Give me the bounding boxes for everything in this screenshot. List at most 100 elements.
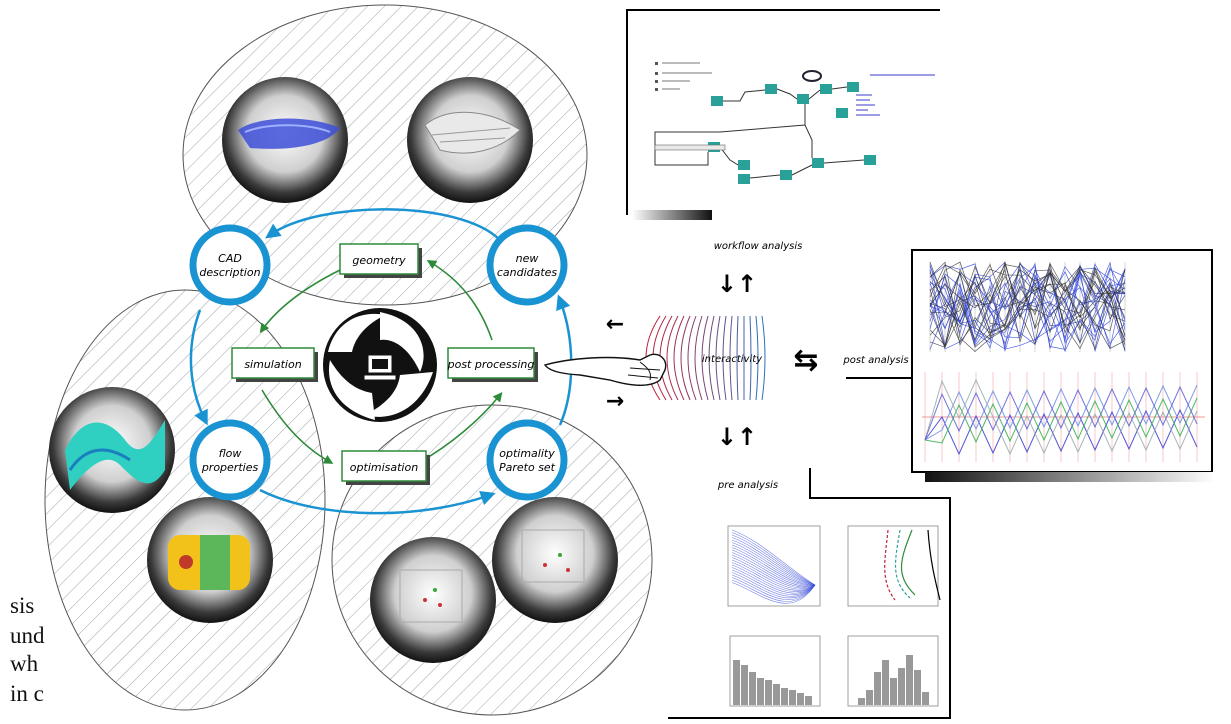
sweep-line xyxy=(731,577,816,600)
pareto-sphere-left xyxy=(370,537,496,663)
parcoords-line xyxy=(929,268,1126,349)
interactivity-curve xyxy=(666,315,679,401)
lineplot-series xyxy=(924,384,1198,441)
interactivity-curve xyxy=(715,315,721,401)
parcoords-line xyxy=(929,261,1126,334)
cad-label-line1: CAD xyxy=(218,252,242,265)
cycle-nodes: CAD description new candidates flow prop… xyxy=(189,224,568,501)
parcoords-line xyxy=(929,263,1126,340)
sweep-line xyxy=(731,559,816,590)
interactivity-curve xyxy=(755,315,759,401)
lineplot-series xyxy=(924,385,1198,441)
sweep-line xyxy=(731,582,816,604)
surface-sphere xyxy=(49,387,175,513)
optimality-node: optimality Pareto set xyxy=(486,419,568,501)
flow-label-line2: properties xyxy=(201,461,259,474)
post-analysis-panel xyxy=(911,249,1215,482)
sweep-line xyxy=(731,552,816,587)
pareto-sphere-right xyxy=(492,497,618,623)
body-text-line-2: und xyxy=(10,623,45,648)
lineplot-series xyxy=(924,397,1198,444)
post-analysis-label: post analysis xyxy=(842,355,908,366)
pre-analysis-label: pre analysis xyxy=(717,480,778,491)
lineplot-series xyxy=(924,378,1198,456)
interactivity-curve xyxy=(736,315,739,401)
cad-label-line2: description xyxy=(199,266,260,279)
cad-description-node: CAD description xyxy=(189,224,271,306)
optimisation-box: optimisation xyxy=(341,450,430,485)
sweep-line xyxy=(731,567,816,594)
interactivity-curve xyxy=(673,315,685,401)
parcoords-line xyxy=(929,262,1126,349)
result-spheres xyxy=(49,77,618,663)
parallel-coordinates-plot xyxy=(929,261,1126,353)
sweep-line xyxy=(731,557,816,589)
post-processing-box: post processing xyxy=(447,347,538,382)
geometry-label: geometry xyxy=(352,254,406,267)
sweep-line xyxy=(731,579,816,602)
post-analysis-arrows: ⇆ xyxy=(793,343,818,378)
parcoords-line xyxy=(929,269,1126,346)
pointing-hand-icon xyxy=(543,353,667,386)
parcoords-line xyxy=(929,269,1126,345)
interactivity-curve xyxy=(729,315,733,401)
parcoords-line xyxy=(929,269,1126,350)
workflow-analysis-label: workflow analysis xyxy=(714,241,803,252)
optimality-line2: Pareto set xyxy=(499,461,556,474)
parcoords-line xyxy=(929,283,1126,343)
body-text-line-1: sis xyxy=(10,593,35,618)
body-text-line-3: wh xyxy=(10,651,39,676)
sweep-line xyxy=(731,554,816,588)
optimality-line1: optimality xyxy=(499,447,555,460)
interactivity-curve xyxy=(722,315,727,401)
computer-vortex-icon xyxy=(323,308,437,422)
cylinder-sphere xyxy=(147,497,273,623)
sweep-line xyxy=(731,542,816,586)
pre-histogram-left xyxy=(729,635,821,707)
parcoords-line xyxy=(929,263,1126,350)
interactivity-label: interactivity xyxy=(702,354,763,365)
parcoords-line xyxy=(929,265,1126,336)
step-boxes: geometry simulation post processing opti… xyxy=(231,243,538,485)
sweep-line xyxy=(731,534,816,586)
parcoords-line xyxy=(929,266,1126,333)
new-candidates-line2: candidates xyxy=(497,266,558,279)
parcoords-line xyxy=(929,267,1126,347)
sweep-line xyxy=(731,537,816,586)
interactivity-curves xyxy=(645,315,766,401)
sweep-line xyxy=(731,572,816,597)
geometry-box: geometry xyxy=(339,243,422,278)
sweep-line xyxy=(731,532,816,586)
parcoords-line xyxy=(929,261,1126,353)
new-candidates-node: new candidates xyxy=(486,224,568,306)
workflow-panel xyxy=(626,9,940,220)
parcoords-line xyxy=(929,262,1126,350)
interactivity-curve xyxy=(708,315,715,401)
line-profile-plot xyxy=(922,372,1205,462)
workflow-vertical-arrows: ↓↑ xyxy=(717,270,757,298)
flow-properties-node: flow properties xyxy=(189,419,271,501)
parcoords-line xyxy=(929,268,1126,352)
post-processing-label: post processing xyxy=(447,358,535,371)
body-text-line-4: in c xyxy=(10,681,44,706)
pre-histogram-right xyxy=(847,635,939,707)
new-candidates-line1: new xyxy=(516,252,539,265)
pre-vertical-arrows: ↓↑ xyxy=(717,423,757,451)
sweep-line xyxy=(731,549,816,586)
sweep-line xyxy=(731,547,816,586)
sweep-line xyxy=(731,562,816,591)
right-in-arrow: → xyxy=(606,389,624,414)
pre-analysis-panel xyxy=(668,468,951,719)
blade-sphere xyxy=(407,77,533,203)
pre-plot-profiles xyxy=(847,525,941,607)
interactivity-curve xyxy=(680,315,691,401)
sweep-line xyxy=(731,529,816,586)
flow-label-line1: flow xyxy=(219,447,242,460)
optimisation-label: optimisation xyxy=(350,461,418,474)
sweep-line xyxy=(731,544,816,586)
interactivity-curve xyxy=(694,315,703,401)
hull-sphere xyxy=(222,77,348,203)
left-out-arrow: ← xyxy=(606,312,624,337)
sweep-line xyxy=(731,569,816,596)
